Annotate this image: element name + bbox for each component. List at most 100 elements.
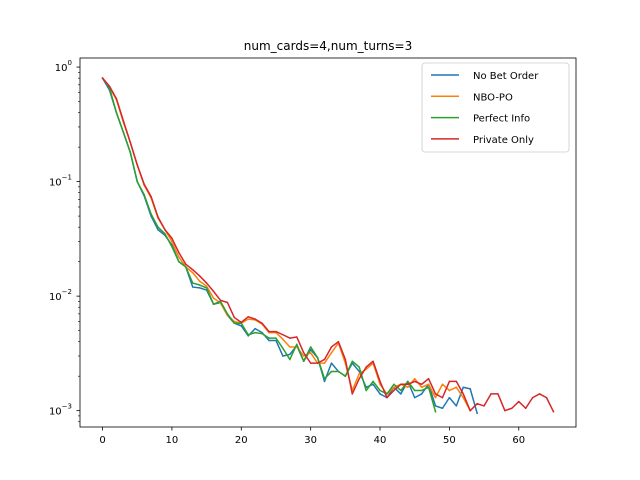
data-point (413, 396, 416, 399)
data-point (393, 383, 395, 386)
data-point (268, 330, 270, 333)
data-point (219, 299, 222, 302)
data-point (434, 410, 437, 413)
y-tick-label: 10−3 (49, 403, 72, 418)
data-point (386, 396, 388, 399)
data-point (191, 282, 194, 284)
data-point (115, 97, 118, 100)
data-point (136, 164, 138, 166)
data-point (434, 405, 437, 407)
x-tick-label: 40 (374, 435, 387, 446)
data-point (129, 151, 132, 154)
data-point (254, 331, 256, 334)
legend-label: Perfect Info (473, 114, 530, 125)
x-tick-label: 20 (235, 435, 248, 446)
data-point (358, 373, 360, 375)
data-point (275, 339, 277, 342)
data-point (351, 360, 354, 363)
data-point (323, 377, 326, 380)
data-point (372, 360, 374, 363)
data-point (330, 352, 333, 354)
data-point (455, 380, 458, 383)
data-point (448, 380, 451, 383)
data-point (191, 268, 194, 271)
data-point (344, 358, 347, 361)
x-tick-label: 60 (512, 435, 525, 446)
data-point (497, 393, 499, 395)
data-point (365, 389, 367, 392)
data-point (254, 318, 256, 320)
data-point (330, 362, 333, 364)
data-point (393, 389, 395, 392)
data-point (511, 407, 513, 409)
x-tick-label: 50 (443, 435, 456, 446)
data-point (143, 193, 145, 196)
data-point (233, 322, 236, 324)
data-point (462, 396, 465, 399)
data-point (531, 396, 534, 399)
data-point (344, 375, 347, 377)
data-point (504, 409, 506, 412)
data-point (316, 356, 319, 359)
data-point (372, 380, 374, 383)
y-tick-label: 100 (55, 59, 72, 74)
data-point (129, 141, 132, 144)
data-point (400, 389, 402, 392)
data-point (115, 111, 118, 114)
data-point (302, 352, 305, 354)
data-point (212, 303, 215, 305)
data-point (205, 285, 208, 287)
x-tick-label: 0 (99, 435, 105, 446)
data-point (178, 251, 180, 254)
data-point (185, 266, 187, 268)
data-point (282, 347, 284, 350)
data-point (309, 362, 312, 364)
y-tick-label: 10−2 (49, 288, 72, 303)
data-point (157, 216, 159, 218)
data-point (441, 407, 444, 409)
data-point (379, 380, 381, 383)
data-point (289, 337, 291, 339)
data-point (268, 339, 270, 342)
data-point (379, 389, 381, 392)
data-point (400, 393, 402, 395)
data-point (247, 318, 249, 320)
data-point (212, 290, 215, 293)
data-point (198, 287, 201, 289)
data-point (330, 346, 333, 348)
data-point (358, 370, 360, 373)
data-point (413, 389, 416, 392)
data-point (212, 297, 215, 299)
series-3 (101, 77, 555, 413)
data-point (538, 393, 541, 395)
data-point (316, 362, 319, 364)
data-point (337, 370, 340, 373)
series-line (101, 77, 555, 413)
data-point (101, 77, 104, 79)
data-point (407, 383, 409, 386)
data-point (462, 393, 465, 395)
data-point (309, 346, 312, 348)
data-point (469, 388, 471, 390)
data-point (282, 338, 284, 341)
data-point (226, 301, 229, 304)
data-point (136, 180, 138, 183)
data-point (268, 337, 270, 339)
data-point (420, 393, 423, 395)
data-point (323, 362, 326, 364)
data-point (191, 286, 194, 288)
data-point (191, 272, 194, 274)
data-point (254, 327, 256, 330)
data-point (240, 325, 243, 327)
data-point (407, 386, 409, 389)
data-point (469, 409, 471, 412)
data-point (198, 284, 201, 286)
data-point (108, 85, 111, 87)
legend-label: No Bet Order (473, 71, 539, 82)
data-point (275, 337, 277, 339)
data-point (247, 335, 249, 337)
data-point (434, 396, 437, 399)
data-point (483, 405, 485, 407)
data-point (240, 321, 243, 324)
data-point (143, 183, 145, 185)
